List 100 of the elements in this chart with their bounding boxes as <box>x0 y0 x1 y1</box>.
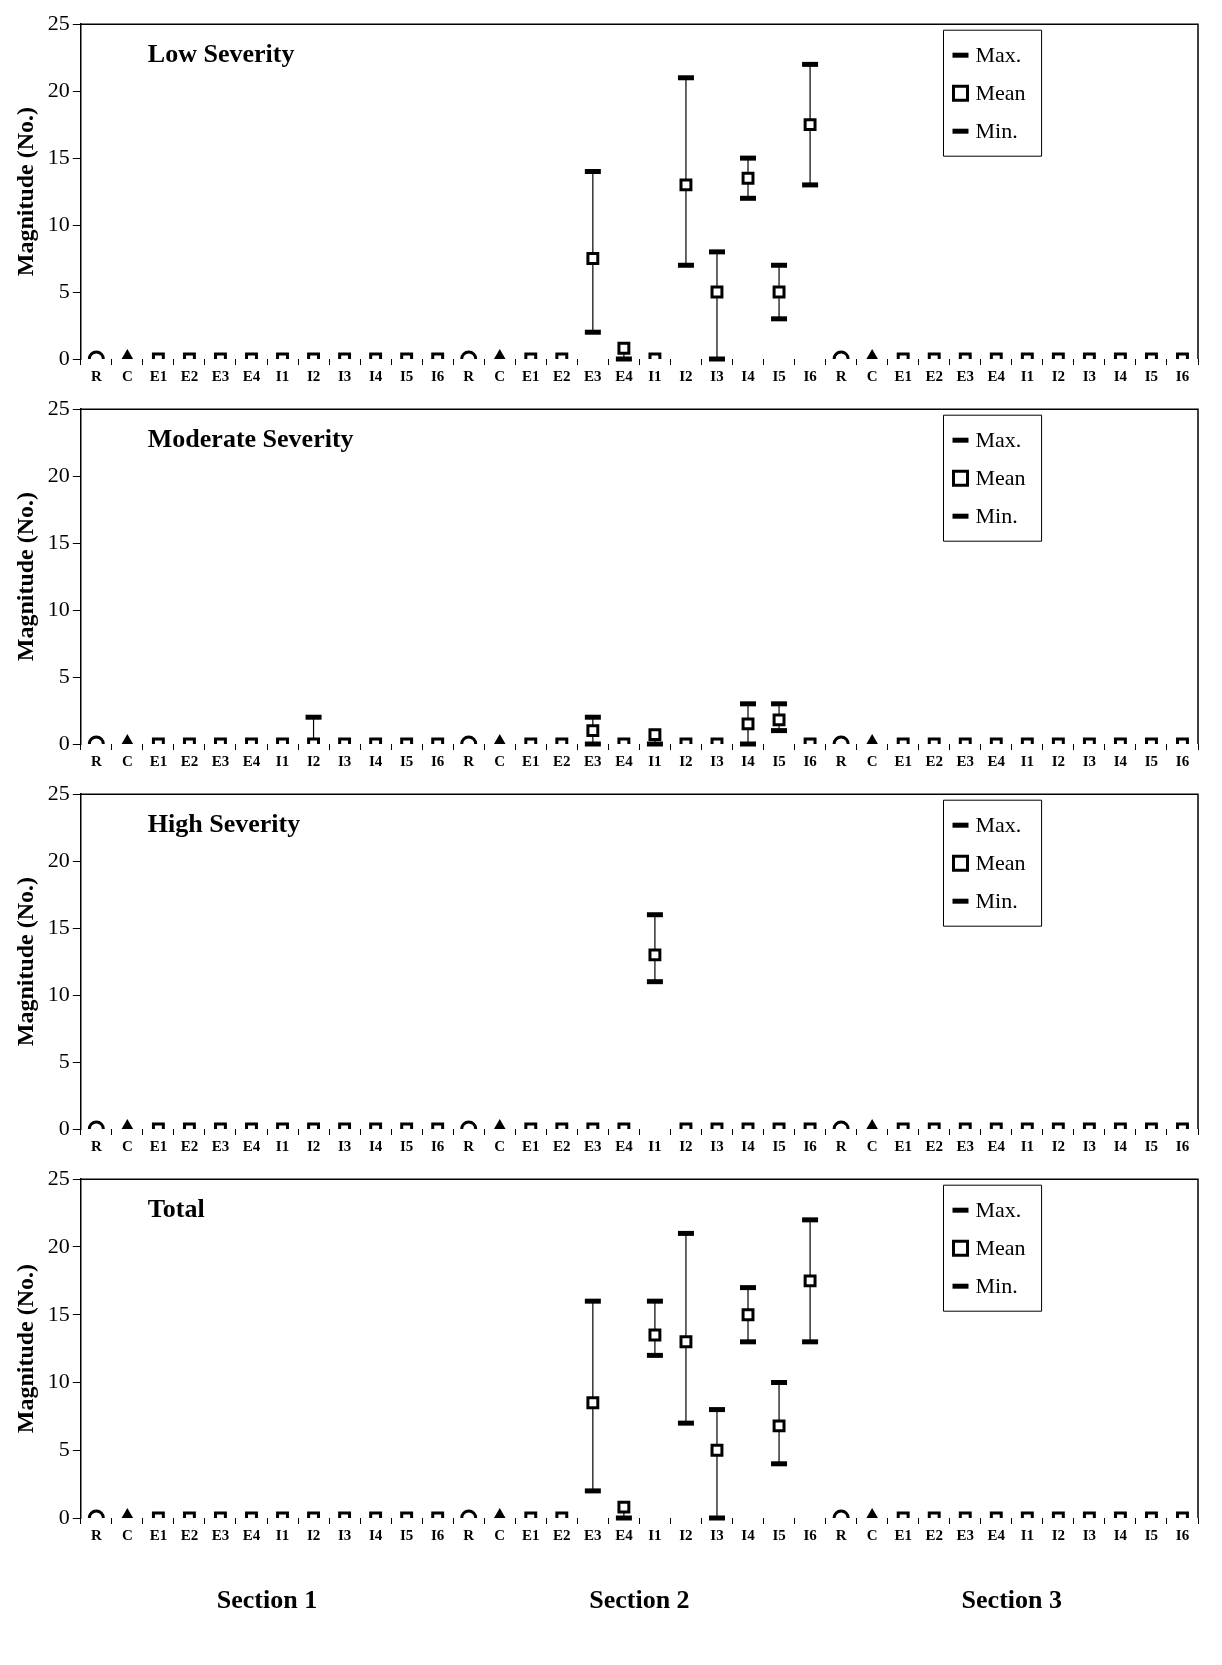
x-tick-label: I1 <box>648 367 662 384</box>
x-tick-label: E4 <box>615 367 634 384</box>
y-tick-label: 20 <box>47 76 70 102</box>
x-tick-label: E2 <box>553 752 571 769</box>
y-tick-label: 10 <box>47 980 70 1006</box>
x-tick-label: I4 <box>368 752 383 769</box>
x-tick-label: E3 <box>584 752 602 769</box>
y-tick-label: 10 <box>47 1368 70 1394</box>
x-tick-label: E3 <box>211 367 230 384</box>
x-tick-label: E2 <box>553 1137 571 1154</box>
x-tick-label: I2 <box>679 1137 693 1154</box>
x-tick-label: E4 <box>242 752 261 769</box>
x-tick-label: I6 <box>431 367 445 384</box>
x-tick-label: I5 <box>1144 1137 1159 1154</box>
x-tick-label: E4 <box>987 752 1006 769</box>
x-tick-label: I3 <box>337 1137 352 1154</box>
x-tick-label: I6 <box>1175 752 1190 769</box>
x-tick-label: E2 <box>180 1526 199 1543</box>
x-tick-label: R <box>463 1526 475 1543</box>
x-tick-label: E2 <box>553 367 571 384</box>
y-tick-label: 0 <box>58 729 70 755</box>
legend-label: Mean <box>975 1234 1026 1260</box>
y-axis-title: Magnitude (No.) <box>11 876 38 1047</box>
y-tick-label: 10 <box>47 210 70 236</box>
y-tick-label: 20 <box>47 846 70 872</box>
point <box>803 118 817 132</box>
y-tick-label: 25 <box>47 1164 70 1190</box>
annotation: Min. <box>975 117 1018 143</box>
x-tick-label: I6 <box>431 1526 445 1543</box>
x-tick-label: I3 <box>1082 1526 1097 1543</box>
annotation: Min. <box>975 887 1018 913</box>
text: High Severity <box>147 808 301 838</box>
x-tick-label: I6 <box>1175 1137 1190 1154</box>
x-tick-label: I4 <box>368 1137 383 1154</box>
x-tick-label: I1 <box>648 752 662 769</box>
y-tick-label: 15 <box>47 528 70 554</box>
x-tick-label: I5 <box>772 367 786 384</box>
x-tick-label: I3 <box>337 367 352 384</box>
x-tick-label: I3 <box>1082 367 1097 384</box>
x-tick-label: I5 <box>399 1526 414 1543</box>
annotation: Max. <box>975 426 1022 452</box>
x-tick-label: I2 <box>679 752 693 769</box>
x-tick-label: C <box>121 1137 133 1154</box>
y-tick-label: 25 <box>47 779 70 805</box>
annotation: Max. <box>975 811 1022 837</box>
x-tick-label: I4 <box>741 752 756 769</box>
x-tick-label: C <box>866 1526 878 1543</box>
x-tick-label: I6 <box>1175 367 1190 384</box>
x-tick-label: I2 <box>306 1526 321 1543</box>
x-tick-label: R <box>463 752 475 769</box>
x-tick-label: C <box>121 752 133 769</box>
x-tick-label: I4 <box>741 367 756 384</box>
y-tick-label: 5 <box>58 1436 70 1462</box>
x-tick-label: E4 <box>615 1526 634 1543</box>
x-tick-label: I3 <box>710 367 724 384</box>
x-tick-label: I1 <box>275 1526 290 1543</box>
x-tick-label: E4 <box>987 367 1006 384</box>
text: Section 2 <box>589 1584 690 1614</box>
x-tick-label: R <box>463 367 475 384</box>
x-tick-label: E1 <box>522 1137 540 1154</box>
annotation: Max. <box>975 41 1022 67</box>
x-tick-label: E3 <box>584 367 602 384</box>
x-tick-label: I4 <box>1113 367 1128 384</box>
x-tick-label: E2 <box>925 1526 943 1543</box>
x-tick-label: E4 <box>615 1137 634 1154</box>
y-tick-label: 15 <box>47 1300 70 1326</box>
x-tick-label: C <box>866 367 878 384</box>
x-tick-label: E4 <box>987 1526 1006 1543</box>
x-tick-label: I1 <box>1020 367 1034 384</box>
x-tick-label: I4 <box>368 1526 383 1543</box>
x-tick-label: I6 <box>803 1137 818 1154</box>
x-tick-label: C <box>121 367 133 384</box>
x-tick-label: C <box>866 752 878 769</box>
x-tick-label: I4 <box>741 1137 756 1154</box>
x-tick-label: I1 <box>275 752 290 769</box>
x-tick-label: E3 <box>211 1137 230 1154</box>
x-tick-label: I1 <box>1020 752 1034 769</box>
y-tick-label: 20 <box>47 461 70 487</box>
x-tick-label: E1 <box>522 367 540 384</box>
x-tick-label: I2 <box>1051 1137 1066 1154</box>
x-tick-label: I3 <box>1082 752 1097 769</box>
x-tick-label: R <box>90 367 102 384</box>
x-tick-label: R <box>90 752 102 769</box>
y-tick-label: 20 <box>47 1232 70 1258</box>
x-tick-label: E3 <box>956 1526 975 1543</box>
x-tick-label: C <box>494 1137 506 1154</box>
x-tick-label: I3 <box>710 1137 724 1154</box>
text: Total <box>147 1193 205 1223</box>
y-axis-title: Magnitude (No.) <box>11 1263 38 1434</box>
x-tick-label: E2 <box>180 1137 199 1154</box>
x-tick-label: E3 <box>956 752 975 769</box>
x-tick-label: I2 <box>1051 367 1066 384</box>
legend-label: Mean <box>975 849 1026 875</box>
y-tick-label: 25 <box>47 9 70 35</box>
x-tick-label: E3 <box>584 1137 602 1154</box>
x-tick-label: I4 <box>741 1526 756 1543</box>
x-tick-label: E2 <box>180 367 199 384</box>
x-tick-label: E1 <box>149 1526 168 1543</box>
x-tick-label: I5 <box>772 1526 786 1543</box>
x-tick-label: I1 <box>275 367 290 384</box>
